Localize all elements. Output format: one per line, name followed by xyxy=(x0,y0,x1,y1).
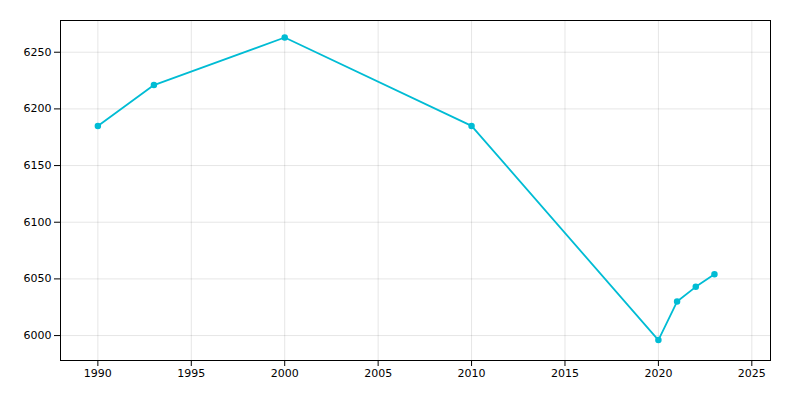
svg-text:1995: 1995 xyxy=(177,367,205,380)
svg-text:2005: 2005 xyxy=(364,367,392,380)
svg-text:6200: 6200 xyxy=(24,102,52,115)
svg-text:2010: 2010 xyxy=(458,367,486,380)
svg-text:6050: 6050 xyxy=(24,272,52,285)
svg-text:2025: 2025 xyxy=(738,367,766,380)
svg-text:2020: 2020 xyxy=(644,367,672,380)
svg-text:6100: 6100 xyxy=(24,216,52,229)
svg-text:2000: 2000 xyxy=(271,367,299,380)
svg-text:1990: 1990 xyxy=(84,367,112,380)
svg-text:6250: 6250 xyxy=(24,46,52,59)
svg-text:2015: 2015 xyxy=(551,367,579,380)
svg-text:6150: 6150 xyxy=(24,159,52,172)
svg-text:6000: 6000 xyxy=(24,329,52,342)
